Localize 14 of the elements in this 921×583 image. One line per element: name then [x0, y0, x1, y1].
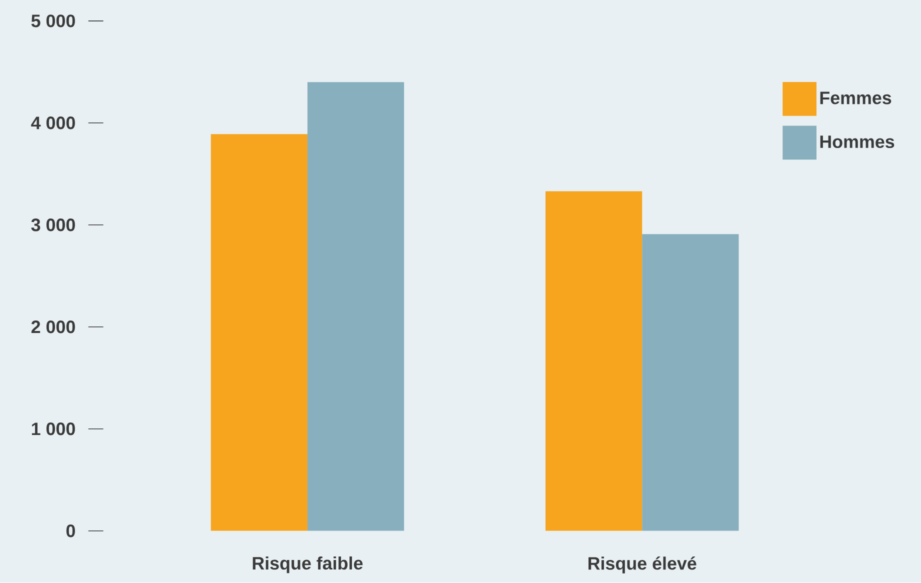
- y-tick-label: 1 000: [32, 422, 75, 436]
- x-tick-label: Risque élevé: [588, 556, 696, 574]
- bar: [642, 234, 739, 532]
- bar: [546, 191, 642, 532]
- y-tick-label: 5 000: [31, 14, 75, 28]
- legend-label: Femmes: [820, 92, 892, 104]
- y-tick-label: 3 000: [31, 218, 75, 232]
- bar: [210, 134, 308, 532]
- x-tick-label: Risque faible: [252, 556, 363, 574]
- y-tick-label: 2 000: [31, 320, 75, 334]
- y-tick-label: 4 000: [31, 116, 75, 130]
- y-tick-label: 0: [66, 524, 75, 538]
- bar: [307, 82, 404, 532]
- legend-label: Hommes: [820, 136, 894, 148]
